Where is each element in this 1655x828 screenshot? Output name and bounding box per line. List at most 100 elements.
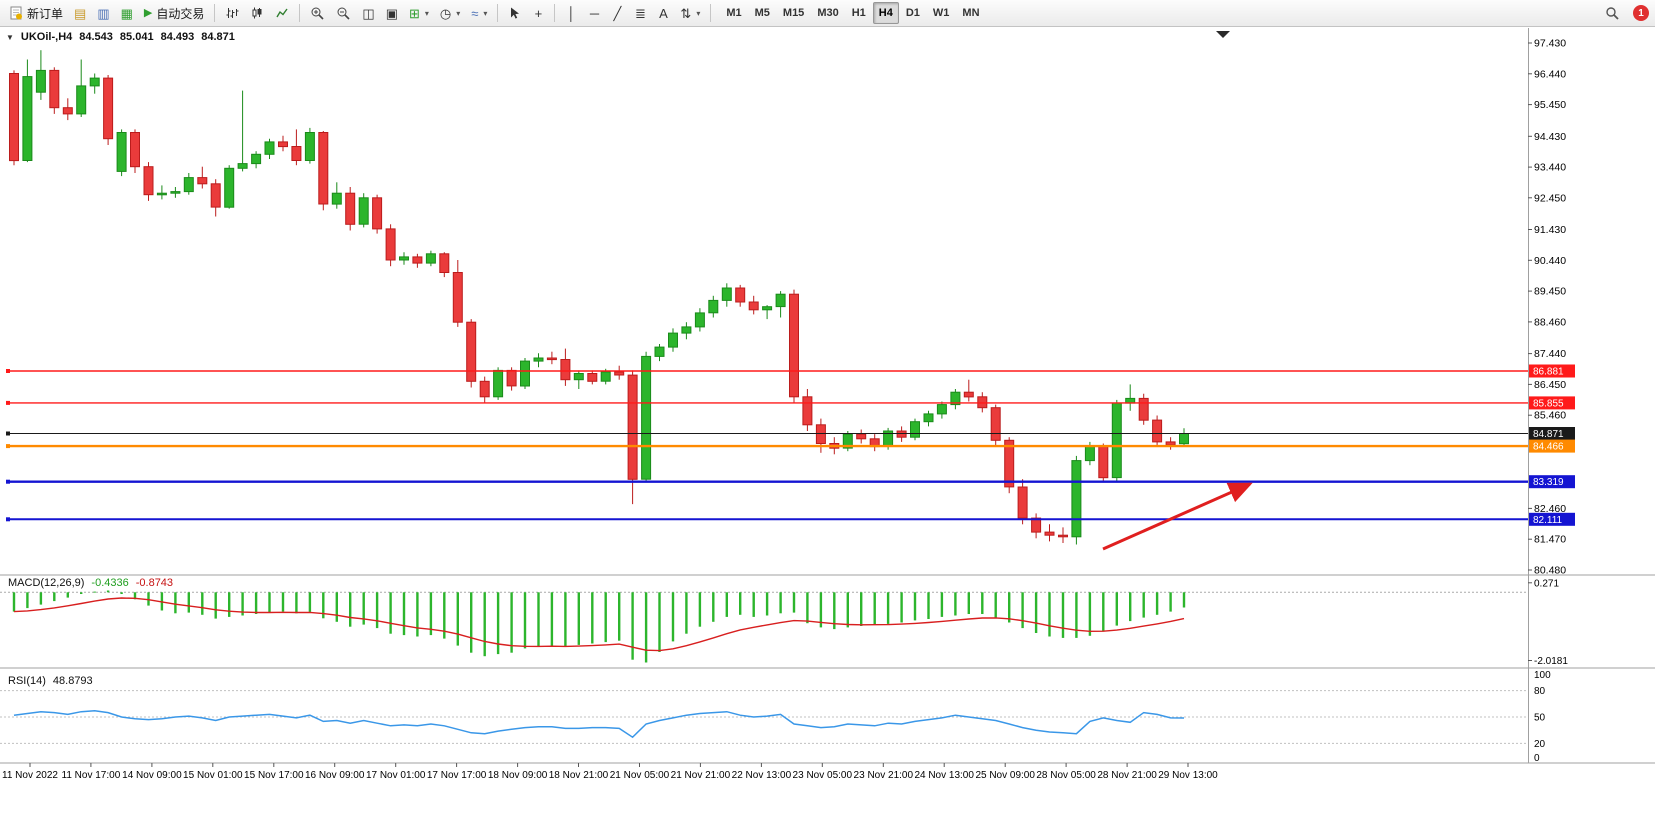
line-handle[interactable] xyxy=(6,444,10,449)
zoom-out-button[interactable] xyxy=(331,2,356,24)
indicators-button[interactable]: ≈ ▾ xyxy=(466,2,492,24)
auto-trading-button[interactable]: ▶ 自动交易 xyxy=(139,2,209,24)
text-tool-icon: A xyxy=(659,5,668,21)
timeframe-button-M5[interactable]: M5 xyxy=(754,7,770,19)
macd-bar xyxy=(429,592,433,636)
periods-button[interactable]: ◷ ▾ xyxy=(435,2,465,24)
chart-profile-icon: ▤ xyxy=(74,5,87,21)
line-handle[interactable] xyxy=(6,400,10,405)
rsi-line xyxy=(13,710,1185,739)
macd-bar xyxy=(12,592,16,612)
price-axis-label: 87.440 xyxy=(1534,348,1566,360)
time-axis-label: 18 Nov 09:00 xyxy=(488,770,548,781)
line-handle[interactable] xyxy=(6,369,10,373)
horizontal-line-icon: ─ xyxy=(589,5,600,21)
price-axis-label: 94.430 xyxy=(1534,131,1566,143)
macd-bar xyxy=(886,592,890,624)
candlestick-chart-button[interactable] xyxy=(245,2,269,24)
macd-bar xyxy=(779,592,782,614)
price-axis: 97.430 96.440 95.450 94.430 93.440 92.450 91.4… xyxy=(1528,38,1566,577)
price-axis-label: 93.440 xyxy=(1534,162,1566,174)
text-tool-button[interactable]: A xyxy=(652,2,674,24)
toolbar-separator xyxy=(497,4,499,22)
notification-badge[interactable]: 1 xyxy=(1633,5,1649,21)
macd-bar xyxy=(402,592,406,636)
macd-bar xyxy=(39,592,43,605)
line-chart-button[interactable] xyxy=(270,2,294,24)
toolbar-separator xyxy=(710,4,712,22)
time-axis-label: 17 Nov 01:00 xyxy=(366,770,426,781)
macd-bar xyxy=(1034,592,1038,633)
trendline-tool-button[interactable]: ╱ xyxy=(606,2,628,24)
macd-bar xyxy=(658,592,661,652)
timeframe-button-D1[interactable]: D1 xyxy=(905,7,920,19)
price-axis-label: 95.450 xyxy=(1534,99,1566,111)
macd-bar xyxy=(1048,592,1051,637)
macd-bar xyxy=(375,592,379,629)
zoom-in-button[interactable] xyxy=(305,2,330,24)
rsi-axis-label: 20 xyxy=(1534,739,1546,750)
new-chart-button[interactable]: ⊞ ▾ xyxy=(404,2,434,24)
chart-profile-button[interactable]: ▤ xyxy=(69,2,91,24)
auto-trading-play-icon: ▶ xyxy=(143,6,153,19)
macd-bar xyxy=(1169,592,1172,612)
trend-arrow[interactable] xyxy=(1102,482,1253,551)
main-chart-canvas[interactable]: 97.430 96.440 95.450 94.430 93.440 92.450 91.4… xyxy=(0,28,1655,828)
crosshair-icon: + xyxy=(534,5,543,21)
macd-bar xyxy=(1115,592,1118,626)
macd-bar xyxy=(1008,592,1011,623)
caret-down-icon: ▾ xyxy=(483,8,488,18)
bar-chart-icon xyxy=(226,8,239,18)
cursor-button[interactable] xyxy=(503,2,526,24)
candlestick-chart-icon xyxy=(252,7,262,19)
timeframe-button-M1[interactable]: M1 xyxy=(726,7,742,19)
macd-bar xyxy=(564,592,567,647)
market-watch-button[interactable]: ▦ xyxy=(116,2,138,24)
time-axis-label: 17 Nov 17:00 xyxy=(427,770,487,781)
macd-bar xyxy=(174,592,177,614)
tile-windows-button[interactable]: ◫ xyxy=(357,2,379,24)
chart-symbol: UKOil-,H4 xyxy=(20,31,73,43)
vertical-line-tool-button[interactable]: │ xyxy=(560,2,582,24)
timeframe-button-W1[interactable]: W1 xyxy=(932,7,950,19)
macd-bar xyxy=(819,592,823,628)
crosshair-button[interactable]: + xyxy=(527,2,549,24)
timeframe-button-MN[interactable]: MN xyxy=(962,7,980,19)
panel-separators xyxy=(0,28,1655,764)
line-handle[interactable] xyxy=(6,517,10,522)
chart-shift-marker[interactable] xyxy=(1216,31,1230,38)
svg-text:86.881: 86.881 xyxy=(1533,367,1564,378)
macd-bar xyxy=(698,592,702,627)
toolbar-separator xyxy=(554,4,556,22)
fibonacci-tool-button[interactable]: ≣ xyxy=(629,2,651,24)
macd-bar xyxy=(873,592,876,625)
candles xyxy=(9,50,1189,545)
rsi-panel: 100 80 50 20 0 xyxy=(0,670,1551,764)
timeframe-button-M15[interactable]: M15 xyxy=(782,7,805,19)
time-axis-label: 23 Nov 21:00 xyxy=(854,770,914,781)
symbol-collapse-icon[interactable]: ▼ xyxy=(6,32,14,42)
line-chart-icon xyxy=(276,8,288,18)
vertical-line-icon: │ xyxy=(567,5,576,21)
data-window-button[interactable]: ▥ xyxy=(92,2,114,24)
price-axis-label: 81.470 xyxy=(1534,534,1566,546)
timeframe-button-M30[interactable]: M30 xyxy=(817,7,839,19)
time-axis-label: 29 Nov 13:00 xyxy=(1158,770,1218,781)
time-axis-label: 28 Nov 05:00 xyxy=(1036,770,1096,781)
macd-bar xyxy=(93,591,96,593)
macd-bar xyxy=(308,592,312,612)
arrange-windows-button[interactable]: ▣ xyxy=(381,2,403,24)
new-order-button[interactable]: 新订单 xyxy=(4,2,68,24)
price-badge-85.855: 85.855 xyxy=(1529,396,1575,410)
search-button[interactable] xyxy=(1600,2,1625,24)
arrows-tool-button[interactable]: ⇅ ▾ xyxy=(675,2,705,24)
horizontal-line-tool-button[interactable]: ─ xyxy=(583,2,605,24)
bar-chart-button[interactable] xyxy=(220,2,244,24)
line-handle[interactable] xyxy=(6,431,10,436)
timeframe-button-H4[interactable]: H4 xyxy=(872,2,899,24)
new-order-label: 新订单 xyxy=(27,6,64,21)
timeframe-button-H1[interactable]: H1 xyxy=(851,7,866,19)
time-axis-label: 25 Nov 09:00 xyxy=(975,770,1035,781)
time-axis-label: 22 Nov 13:00 xyxy=(732,770,792,781)
line-handle[interactable] xyxy=(6,479,10,484)
